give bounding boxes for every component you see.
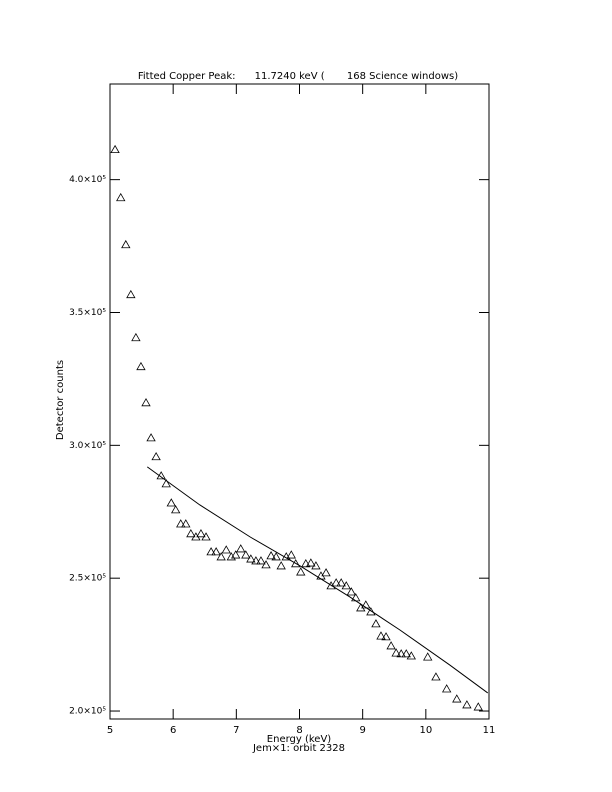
data-point [266, 551, 276, 560]
data-point [341, 581, 351, 590]
data-point [236, 544, 246, 553]
x-tick-label: 10 [419, 725, 432, 736]
data-point [226, 552, 236, 561]
data-point [286, 550, 296, 559]
data-point [423, 652, 433, 661]
data-point [171, 505, 181, 514]
x-axis-label: Energy (keV) [267, 734, 332, 745]
data-point [396, 649, 406, 658]
data-point [441, 684, 452, 693]
data-point [221, 545, 231, 554]
data-point [301, 559, 311, 568]
data-point [311, 561, 321, 570]
subtitle: Jem×1: orbit 2328 [252, 743, 345, 754]
data-point [346, 587, 356, 596]
data-point [256, 556, 266, 565]
data-point [131, 332, 141, 342]
data-point [161, 479, 171, 488]
data-point [201, 532, 211, 541]
plot-frame [109, 83, 490, 720]
data-point [241, 550, 251, 559]
y-tick-label: 2.0×10⁵ [69, 707, 106, 717]
data-point [406, 651, 416, 660]
data-point [196, 529, 206, 538]
data-point [306, 558, 316, 567]
x-tick-label: 9 [359, 725, 365, 736]
data-point [381, 632, 391, 641]
data-point [391, 648, 401, 657]
chart-title: Fitted Copper Peak: 11.7240 keV ( 168 Sc… [138, 71, 458, 82]
data-point [176, 519, 186, 528]
x-tick-label: 11 [483, 725, 496, 736]
data-point [116, 192, 126, 202]
x-tick-label: 8 [296, 725, 302, 736]
fit-line [146, 466, 489, 694]
data-point [371, 619, 381, 628]
data-point [121, 239, 131, 249]
data-point [331, 578, 341, 587]
y-tick-label: 3.0×10⁵ [69, 441, 106, 451]
data-point [246, 554, 256, 563]
y-tick-label: 4.0×10⁵ [69, 175, 106, 185]
data-point [386, 641, 396, 650]
data-point [136, 361, 146, 371]
data-point [231, 550, 241, 559]
data-point [296, 567, 306, 576]
data-point [251, 556, 261, 565]
data-point [321, 568, 331, 577]
x-tick-label: 6 [170, 725, 176, 736]
data-point [216, 552, 226, 561]
data-point [126, 289, 136, 299]
data-point [206, 547, 216, 556]
data-point [141, 398, 151, 407]
data-point [336, 578, 346, 587]
data-point [356, 603, 366, 612]
data-point [473, 702, 483, 711]
data-point [366, 607, 376, 616]
data-point [151, 451, 161, 461]
x-tick-label: 7 [233, 725, 239, 736]
data-point [291, 559, 301, 568]
data-point [276, 561, 286, 570]
y-tick-label: 3.5×10⁵ [69, 308, 106, 318]
data-point [376, 631, 386, 640]
data-point [431, 672, 441, 681]
y-axis-label: Detector counts [55, 360, 66, 440]
data-point [462, 700, 472, 709]
data-point [452, 694, 462, 703]
data-point [110, 144, 120, 154]
data-point [261, 560, 271, 569]
data-point [326, 581, 336, 590]
data-point [211, 547, 221, 556]
data-point [271, 552, 281, 561]
data-point [186, 529, 196, 538]
data-point [401, 649, 411, 658]
data-point [181, 519, 191, 528]
data-point [166, 498, 176, 507]
x-tick-label: 5 [107, 725, 113, 736]
y-tick-label: 2.5×10⁵ [69, 574, 106, 584]
data-point [146, 433, 156, 442]
